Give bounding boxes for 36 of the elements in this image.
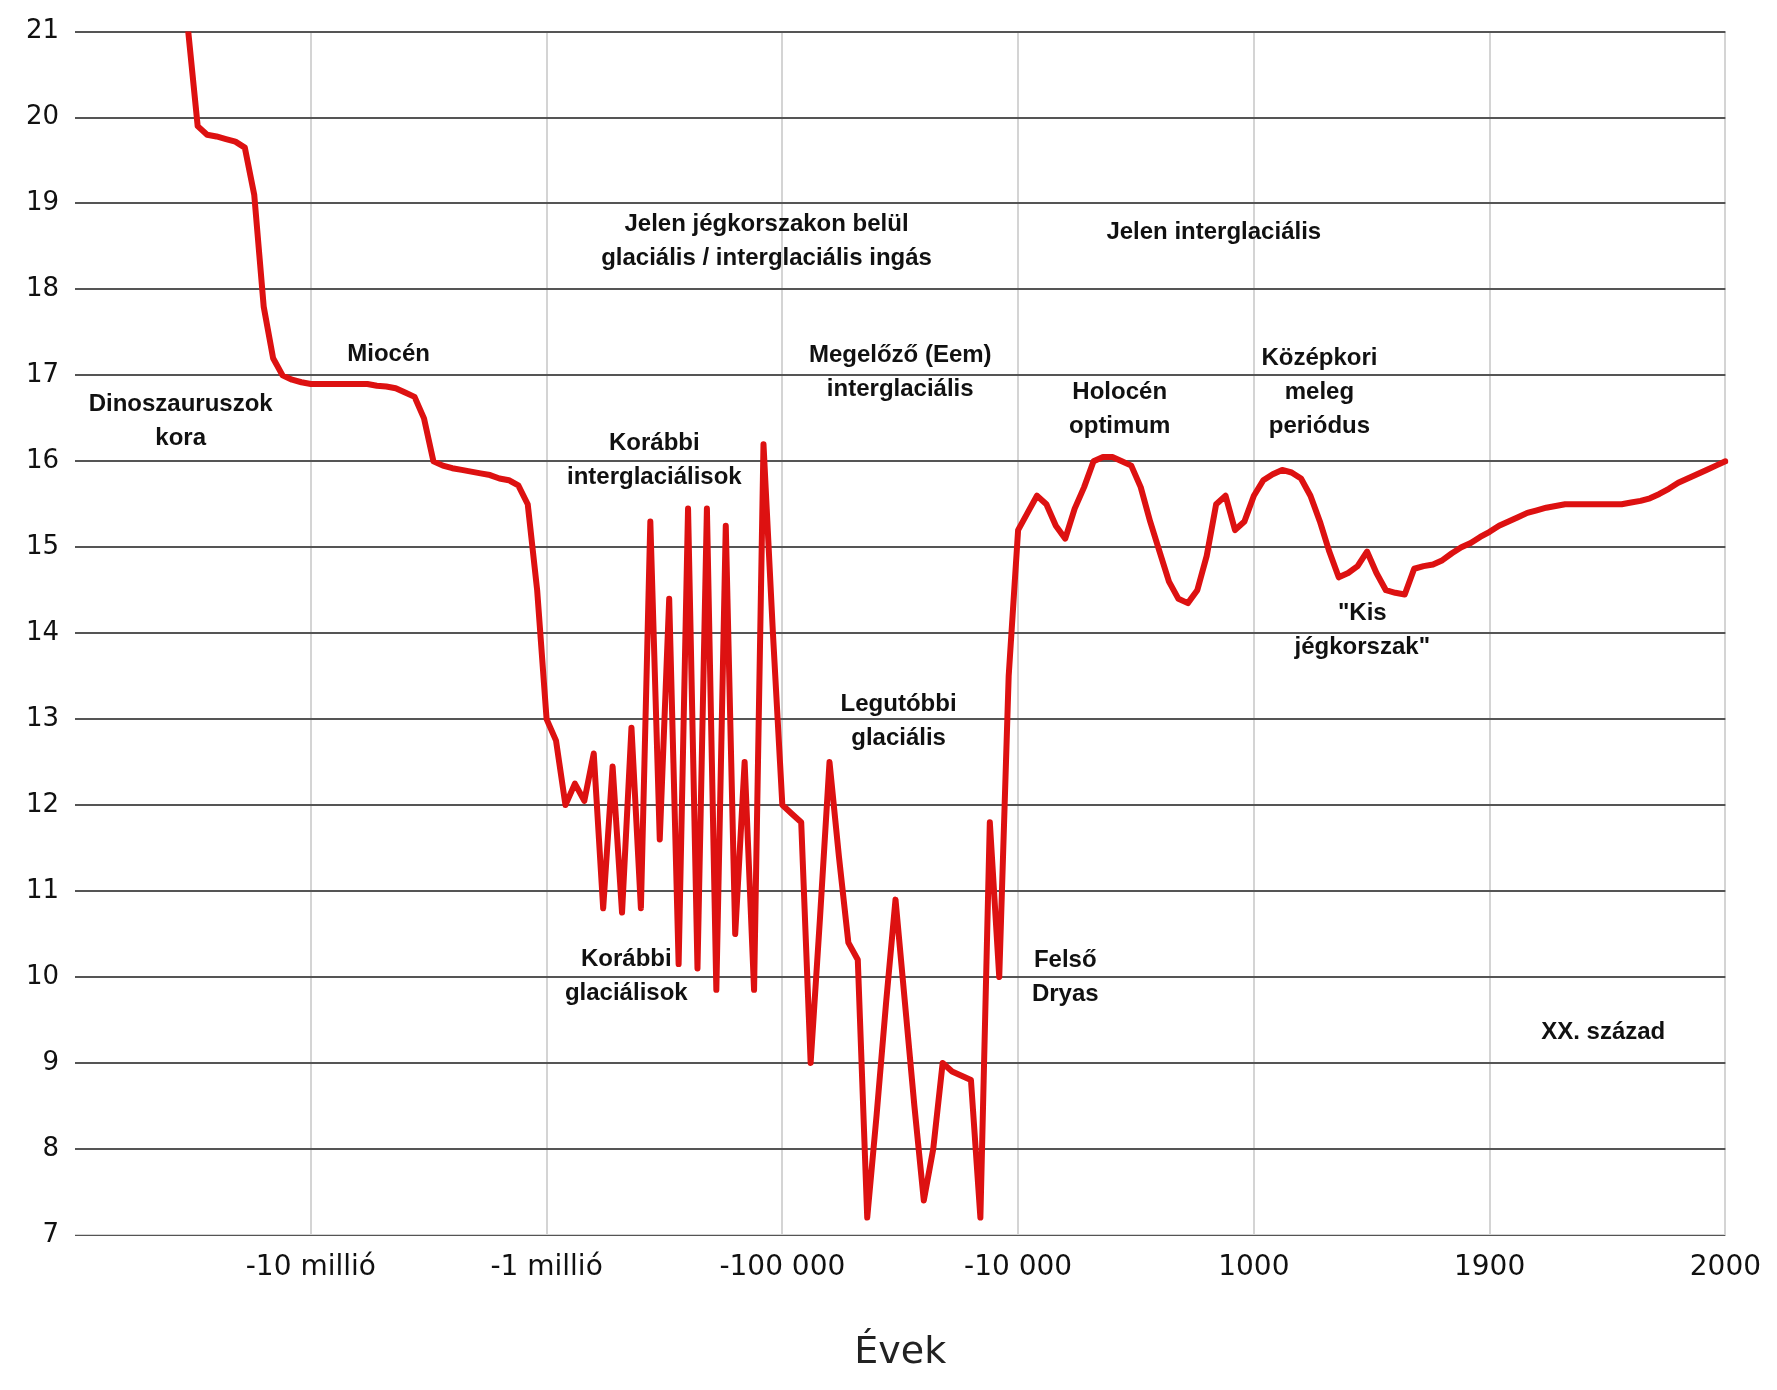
y-tick-label: 16 <box>25 444 60 475</box>
annotation: Legutóbbi glaciális <box>840 688 957 750</box>
annotation: Korábbi interglaciálisok <box>566 427 743 489</box>
x-tick-label: -10 millió <box>245 1248 376 1282</box>
y-tick-label: 17 <box>25 358 60 389</box>
x-tick-label: 1000 <box>1218 1248 1290 1282</box>
y-tick-label: 7 <box>42 1217 60 1248</box>
x-tick-label: -1 millió <box>490 1248 603 1282</box>
y-tick-label: 19 <box>25 186 60 217</box>
x-tick-label: -10 000 <box>964 1248 1073 1282</box>
y-tick-label: 11 <box>25 873 60 904</box>
y-tick-label: 21 <box>25 14 60 45</box>
x-axis-title: Évek <box>854 1328 947 1373</box>
annotation: "Kis jégkorszak" <box>1293 598 1431 660</box>
x-tick-label: 2000 <box>1689 1248 1761 1282</box>
annotation: Holocén optimum <box>1069 377 1171 439</box>
y-tick-label: 18 <box>25 272 60 303</box>
y-tick-label: 12 <box>25 787 60 818</box>
y-tick-label: 8 <box>42 1131 60 1162</box>
x-tick-label: -100 000 <box>719 1248 846 1282</box>
annotation: Jelen interglaciális <box>1106 217 1322 245</box>
y-tick-label: 10 <box>25 959 60 990</box>
annotation: Miocén <box>347 338 430 366</box>
y-tick-label: 9 <box>42 1045 60 1076</box>
annotation: Korábbi glaciálisok <box>564 943 689 1005</box>
annotation: Felső Dryas <box>1031 944 1099 1006</box>
annotation: Megelőző (Eem) interglaciális <box>808 339 992 401</box>
y-tick-label: 15 <box>25 530 60 561</box>
y-tick-label: 20 <box>25 100 60 131</box>
y-tick-label: 13 <box>25 701 60 732</box>
annotation: Jelen jégkorszakon belül glaciális / interglaciális ingás <box>601 208 932 270</box>
x-tick-label: 1900 <box>1453 1248 1526 1282</box>
y-tick-label: 14 <box>25 615 60 646</box>
annotation: Dinoszauruszok kora <box>88 389 274 451</box>
annotation: XX. század <box>1541 1017 1666 1045</box>
annotation: Középkori meleg periódus <box>1261 343 1378 439</box>
